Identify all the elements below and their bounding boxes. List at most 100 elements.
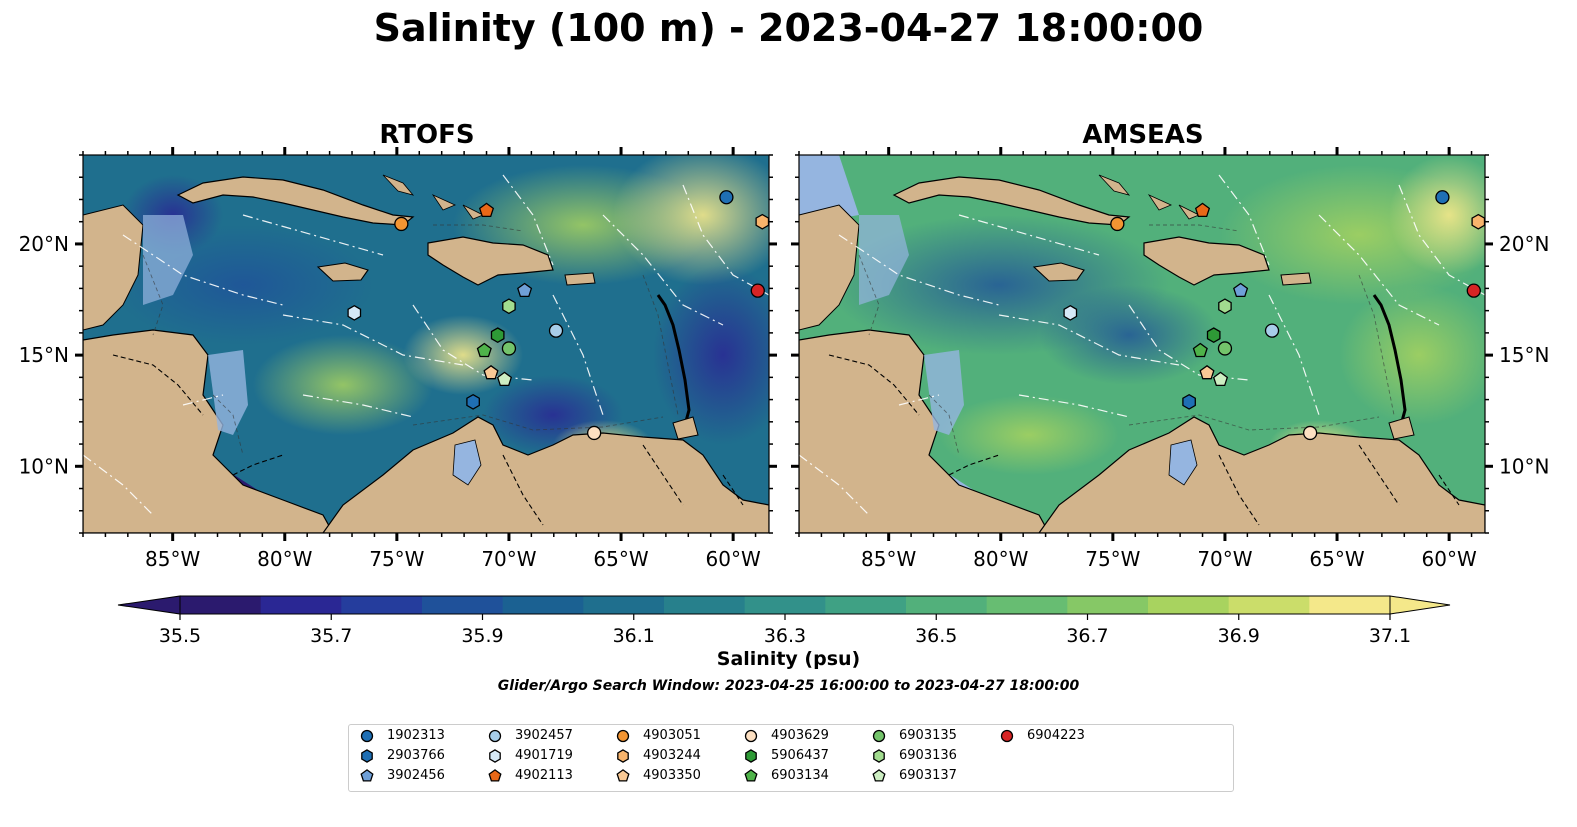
- float-marker-4903629: [1302, 425, 1318, 441]
- legend-marker-6903137: [872, 769, 886, 782]
- colorbar-tick-label: 36.7: [1066, 625, 1108, 647]
- colorbar-tick-label: 36.9: [1218, 625, 1260, 647]
- colorbar-extend-high: [1389, 595, 1451, 615]
- legend-marker-4903051: [616, 729, 630, 743]
- lat-tick-label: 10°N: [19, 454, 69, 478]
- colorbar-bin: [1067, 596, 1149, 614]
- lon-tick-label: 65°W: [1309, 547, 1364, 571]
- legend-marker-1902313: [360, 729, 374, 743]
- float-marker-6903135: [1217, 341, 1233, 356]
- legend-marker-6903134: [744, 769, 758, 782]
- legend-label: 6903137: [899, 768, 957, 783]
- colorbar-bin: [1228, 596, 1310, 614]
- legend-label: 4903350: [643, 768, 701, 783]
- colorbar-bin: [422, 596, 504, 614]
- colorbar-bin: [1148, 596, 1230, 614]
- colorbar-bin: [180, 596, 262, 614]
- legend-label: 2903766: [387, 748, 445, 763]
- lon-tick-label: 60°W: [706, 547, 761, 571]
- float-marker-6903137: [496, 371, 513, 387]
- float-marker-4902113: [478, 202, 495, 218]
- colorbar-bin: [1309, 596, 1391, 614]
- float-marker-6904223: [1466, 283, 1481, 298]
- legend-marker-6903135: [872, 729, 886, 743]
- legend-label: 6904223: [1027, 728, 1085, 743]
- colorbar-bin: [664, 596, 746, 614]
- float-marker-6904223: [750, 283, 765, 298]
- lat-tick-label: 20°N: [19, 232, 69, 256]
- colorbar-extend-low: [117, 595, 181, 615]
- legend-marker-5906437: [745, 749, 757, 763]
- colorbar-title: Salinity (psu): [716, 648, 861, 670]
- legend-marker-6904223: [1000, 729, 1014, 743]
- colorbar-bin: [502, 596, 584, 614]
- legend-label: 4903244: [643, 748, 701, 763]
- colorbar-tick-label: 35.9: [461, 625, 503, 647]
- float-marker-4903244: [755, 213, 770, 230]
- float-marker-2903766: [466, 393, 480, 410]
- float-marker-5906437: [490, 327, 505, 344]
- legend-label: 3902457: [515, 728, 573, 743]
- legend-label: 3902456: [387, 768, 445, 783]
- float-marker-4903350: [483, 364, 499, 380]
- float-marker-6903135: [501, 341, 517, 356]
- legend-marker-3902456: [360, 769, 374, 782]
- figure-title: Salinity (100 m) - 2023-04-27 18:00:00: [373, 6, 1204, 50]
- colorbar-bin: [583, 596, 665, 614]
- panel-title-amseas: AMSEAS: [1082, 120, 1204, 150]
- colorbar-bin: [341, 596, 423, 614]
- float-marker-4901719: [347, 304, 362, 321]
- colorbar-bin: [825, 596, 907, 614]
- legend-marker-4902113: [488, 769, 502, 782]
- lat-tick-label: 15°N: [1499, 343, 1549, 367]
- axis-ticks: 85°W 80°W 75°W 70°W 65°W 60°W 10°N 15°N 20°N 85°W…: [19, 147, 1549, 571]
- colorbar-tick-label: 36.3: [764, 625, 806, 647]
- float-marker-4903350: [1199, 364, 1215, 380]
- legend-marker-2903766: [361, 749, 373, 763]
- float-marker-3902456: [517, 282, 533, 298]
- colorbar-tick-label: 35.7: [310, 625, 352, 647]
- legend-marker-4903350: [616, 769, 630, 782]
- float-marker-4902113: [1194, 202, 1211, 218]
- float-marker-4903051: [394, 216, 409, 232]
- legend-marker-6903136: [873, 749, 885, 763]
- colorbar-tick-label: 37.1: [1369, 625, 1411, 647]
- colorbar-bin: [986, 596, 1068, 614]
- legend-marker-4901719: [489, 749, 501, 763]
- float-marker-4903244: [1471, 213, 1486, 230]
- panel-title-rtofs: RTOFS: [379, 120, 475, 150]
- lon-tick-label: 70°W: [1197, 547, 1252, 571]
- float-marker-6903136: [1218, 298, 1232, 315]
- float-marker-5906437: [1206, 327, 1221, 344]
- colorbar-tick-label: 36.5: [915, 625, 957, 647]
- lon-tick-label: 85°W: [861, 547, 916, 571]
- float-marker-6903134: [476, 342, 492, 358]
- float-marker-4903051: [1110, 216, 1125, 232]
- lon-tick-label: 65°W: [593, 547, 648, 571]
- search-window-note: Glider/Argo Search Window: 2023-04-25 16…: [497, 678, 1080, 694]
- lat-tick-label: 10°N: [1499, 454, 1549, 478]
- legend-label: 5906437: [771, 748, 829, 763]
- float-marker-3902456: [1233, 282, 1249, 298]
- legend-label: 1902313: [387, 728, 445, 743]
- colorbar-tick-label: 36.1: [613, 625, 655, 647]
- legend-label: 4903629: [771, 728, 829, 743]
- amseas-map: [799, 155, 1485, 533]
- lon-tick-label: 80°W: [973, 547, 1028, 571]
- lon-tick-label: 75°W: [369, 547, 424, 571]
- colorbar: 35.5 35.7 35.9 36.1 36.3 36.5 36.7 36.9 37.1: [117, 595, 1451, 647]
- float-marker-3902457: [548, 323, 564, 338]
- legend-label: 4902113: [515, 768, 573, 783]
- lon-tick-label: 80°W: [257, 547, 312, 571]
- colorbar-bin: [260, 596, 342, 614]
- float-marker-6903136: [502, 298, 516, 315]
- float-marker-1902313: [1435, 190, 1450, 205]
- float-marker-6903137: [1212, 371, 1229, 387]
- float-marker-4901719: [1063, 304, 1078, 321]
- float-marker-4903629: [586, 425, 602, 441]
- legend-label: 4901719: [515, 748, 573, 763]
- float-marker-6903134: [1192, 342, 1208, 358]
- map-panels: 85°W 80°W 75°W 70°W 65°W 60°W 10°N 15°N 20°N 85°W…: [19, 147, 1549, 571]
- lon-tick-label: 75°W: [1085, 547, 1140, 571]
- legend-label: 6903135: [899, 728, 957, 743]
